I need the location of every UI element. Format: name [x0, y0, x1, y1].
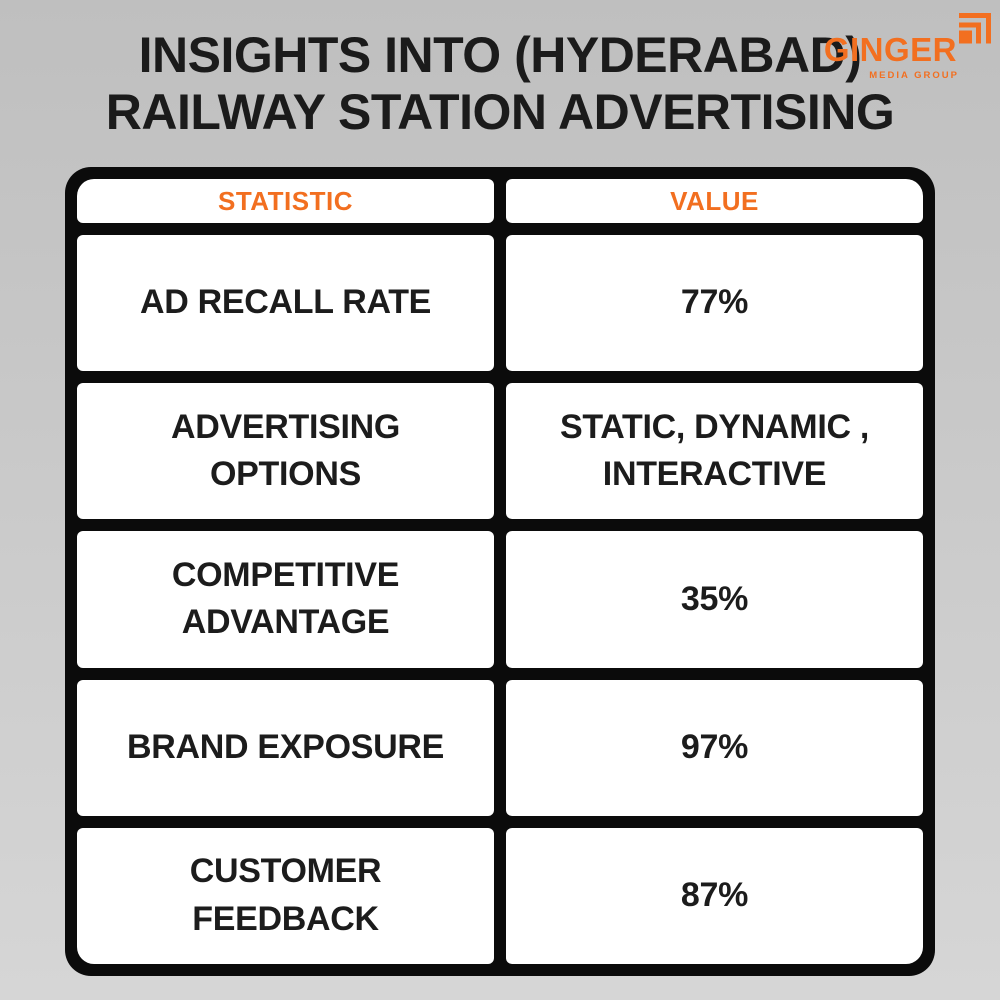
- value-customer-feedback: 87%: [680, 876, 749, 915]
- logo-wordmark: GINGER: [823, 31, 957, 68]
- value-ad-recall-rate: 77%: [680, 283, 749, 322]
- logo-row: GINGER: [824, 12, 993, 66]
- statistic-customer-feedback: CUSTOMER FEEDBACK: [189, 852, 382, 938]
- stacked-layers-icon: [959, 13, 991, 44]
- table-row-4-statistic: CUSTOMER FEEDBACK: [77, 827, 494, 964]
- table-row-2-value: 35%: [506, 531, 923, 668]
- table-row-0-value: 77%: [506, 235, 923, 372]
- logo-subtitle: MEDIA GROUP: [869, 70, 959, 81]
- table-row-3-value: 97%: [506, 679, 923, 816]
- statistic-competitive-advantage: COMPETITIVE ADVANTAGE: [171, 555, 400, 642]
- header-value-label: VALUE: [670, 185, 759, 216]
- table-row-4-value: 87%: [506, 827, 923, 964]
- table-row-1-value: STATIC, DYNAMIC , INTERACTIVE: [506, 383, 923, 520]
- table-row-2-statistic: COMPETITIVE ADVANTAGE: [77, 531, 494, 668]
- page-title-text: INSIGHTS INTO (HYDERABAD) RAILWAY STATION…: [0, 27, 1000, 140]
- statistic-brand-exposure: BRAND EXPOSURE: [127, 727, 444, 766]
- ginger-media-group-logo: GINGER MEDIA GROUP: [824, 12, 993, 81]
- value-competitive-advantage: 35%: [680, 579, 749, 618]
- statistic-ad-recall-rate: AD RECALL RATE: [139, 283, 432, 322]
- value-brand-exposure: 97%: [680, 727, 749, 766]
- statistics-table: STATISTIC VALUE AD RECALL RATE 77% ADVER…: [65, 167, 935, 976]
- header-statistic-label: STATISTIC: [218, 185, 353, 216]
- page-title-line2: RAILWAY STATION ADVERTISING: [105, 83, 895, 140]
- table-row-0-statistic: AD RECALL RATE: [77, 235, 494, 372]
- page-title-line1: INSIGHTS INTO (HYDERABAD): [138, 27, 862, 83]
- page-title: INSIGHTS INTO (HYDERABAD) RAILWAY STATION…: [0, 0, 1000, 167]
- statistic-advertising-options: ADVERTISING OPTIONS: [170, 407, 401, 494]
- table-row-1-statistic: ADVERTISING OPTIONS: [77, 383, 494, 520]
- table-header-statistic: STATISTIC: [77, 179, 494, 223]
- table-row-3-statistic: BRAND EXPOSURE: [77, 679, 494, 816]
- value-advertising-options: STATIC, DYNAMIC , INTERACTIVE: [559, 407, 870, 494]
- table-header-value: VALUE: [506, 179, 923, 223]
